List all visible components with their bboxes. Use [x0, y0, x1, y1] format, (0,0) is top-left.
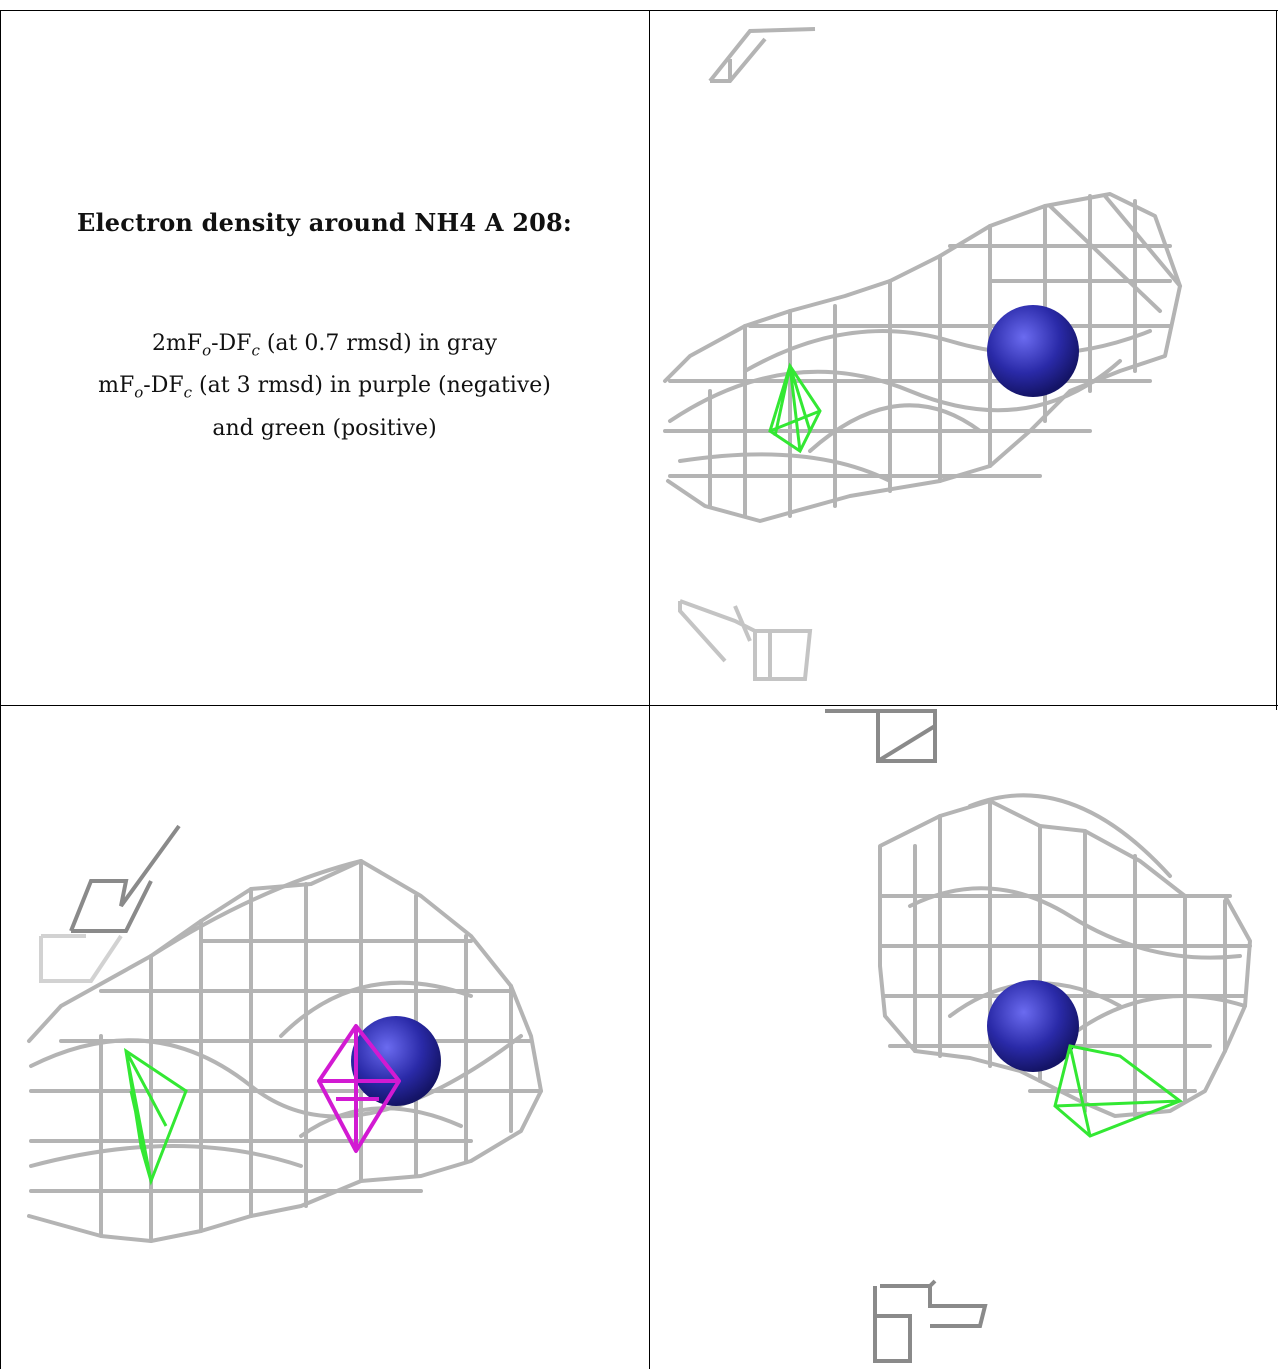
ammonium-atom-sphere	[987, 305, 1079, 397]
border-right	[1276, 10, 1277, 710]
density-view-bottom-left	[1, 706, 649, 1369]
border-left	[0, 10, 1, 1369]
border-middle-vertical	[649, 10, 650, 1369]
gray-density-mesh	[27, 859, 543, 1243]
density-view-top-right-svg	[663, 27, 1182, 681]
caption-panel: Electron density around NH4 A 208: 2mFo-…	[0, 0, 649, 705]
density-view-bottom-left-svg	[27, 824, 543, 1243]
gray-mesh-fragment-top	[825, 709, 937, 763]
ammonium-atom-sphere	[351, 1016, 441, 1106]
density-view-top-right	[650, 11, 1276, 705]
figure-title: Electron density around NH4 A 208:	[77, 208, 572, 237]
gray-density-mesh	[663, 192, 1182, 523]
legend-line-2fo: 2mFo-DFc (at 0.7 rmsd) in gray	[151, 331, 498, 360]
density-view-bottom-right-svg	[825, 709, 1252, 1363]
ammonium-atom-sphere	[987, 980, 1079, 1072]
gray-mesh-fragment	[39, 824, 181, 983]
legend-line-fo: mFo-DFc (at 3 rmsd) in purple (negative)	[98, 373, 551, 402]
green-positive-density	[768, 362, 822, 454]
gray-mesh-fragment-top	[708, 27, 816, 83]
gray-mesh-fragment-bottom	[678, 599, 813, 681]
purple-negative-density	[317, 1024, 401, 1153]
gray-mesh-fragment-bottom	[873, 1279, 988, 1363]
green-positive-density	[1053, 1044, 1184, 1138]
green-positive-density	[123, 1047, 188, 1186]
border-top	[0, 10, 1278, 11]
figure-description: 2mFo-DFc (at 0.7 rmsd) in gray mFo-DFc (…	[0, 326, 649, 446]
density-view-bottom-right	[650, 706, 1278, 1369]
border-middle-horizontal	[0, 705, 1278, 706]
legend-line-green: and green (positive)	[212, 415, 437, 441]
gray-density-mesh	[878, 793, 1252, 1118]
